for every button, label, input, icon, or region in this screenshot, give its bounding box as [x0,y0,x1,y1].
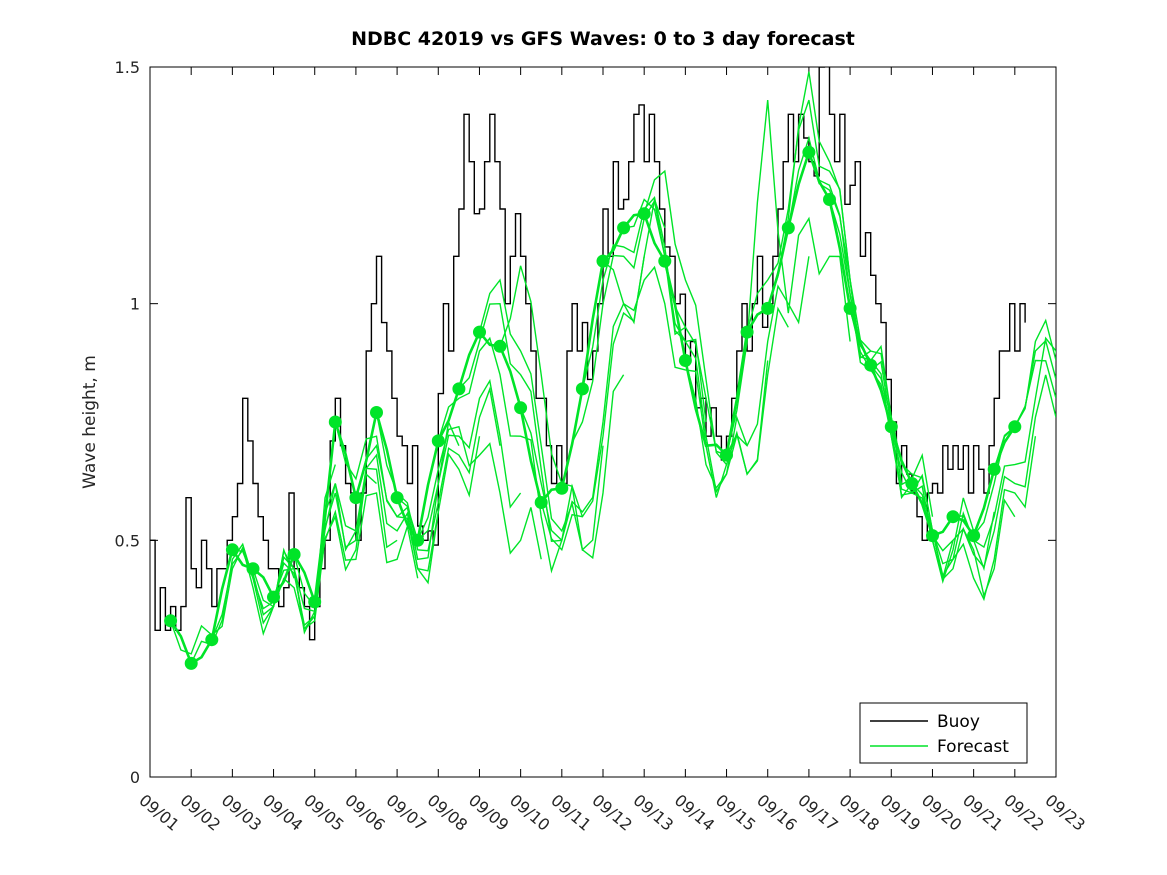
forecast-analysis-dot [720,448,733,462]
x-tick-label: 09/20 [918,791,966,835]
forecast-analysis-dot [617,221,631,235]
x-tick-label: 09/01 [135,791,183,835]
x-tick-label: 09/09 [465,791,513,835]
forecast-analysis-dot [349,491,363,505]
forecast-run-line [396,378,522,542]
y-tick-label: 0 [130,768,140,787]
forecast-run-line [252,472,377,631]
forecast-run-line [931,374,1056,569]
forecast-run-line [437,336,563,574]
x-tick-label: 09/04 [259,791,307,835]
forecast-analysis-dot [926,529,939,543]
legend: Buoy Forecast [859,702,1028,764]
x-tick-label: 09/13 [630,791,678,835]
forecast-analysis-dot [575,382,589,396]
x-tick-label: 09/17 [794,791,842,835]
forecast-analysis-dot [637,207,651,221]
forecast-run-line [870,364,995,578]
legend-box [859,702,1028,764]
x-tick-label: 09/23 [1041,791,1089,835]
y-tick-label: 1.5 [115,58,140,77]
x-tick-label: 09/10 [506,791,554,835]
forecast-analysis-dot [287,548,301,561]
forecast-run-line [808,151,934,517]
x-tick-label: 09/15 [712,791,760,835]
forecast-run-line [581,196,707,423]
chart-title: NDBC 42019 vs GFS Waves: 0 to 3 day fore… [351,28,855,50]
forecast-analysis-dot [411,533,425,547]
x-tick-label: 09/19 [877,791,925,835]
forecast-analysis-dot [452,382,466,396]
forecast-analysis-dot [658,254,672,268]
forecast-analysis-dot [1008,420,1022,434]
forecast-analysis-dot [184,656,198,670]
forecast-run-line [417,425,542,560]
forecast-analysis-dot [225,543,239,557]
forecast-analysis-dot [267,590,280,604]
buoy-line [150,67,1026,641]
forecast-run-line [561,199,686,489]
forecast-analysis-dot [987,462,1001,476]
x-tick-label: 09/05 [300,791,348,835]
forecast-analysis-dot [164,614,178,628]
forecast-analysis-dot [308,595,322,609]
x-tick-label: 09/03 [218,791,266,835]
forecast-analysis-dot [843,301,857,315]
forecast-analysis-dot [555,481,569,495]
x-tick-label: 09/02 [177,791,225,835]
forecast-analysis-line [169,148,1016,666]
forecast-analysis-dot [390,491,404,505]
forecast-analysis-dot [596,254,610,268]
forecast-analysis-dot [740,325,754,339]
forecast-analysis-dot [802,145,816,159]
forecast-analysis-dot [781,221,795,235]
forecast-analysis-dot [678,354,692,367]
y-tick-label: 1 [130,295,140,314]
forecast-analysis-dot [431,434,445,448]
forecast-analysis-dot [946,510,960,524]
forecast-analysis-dot [473,325,486,339]
forecast-run-line [355,436,481,572]
x-tick-label: 09/21 [959,791,1007,835]
forecast-run-line [1014,359,1056,428]
forecast-analysis-dot [967,529,981,543]
forecast-analysis-dot [864,358,878,372]
x-tick-label: 09/22 [1000,791,1048,835]
forecast-analysis-dot [514,401,528,415]
forecast-run-line [540,197,666,552]
forecast-analysis-dot [761,301,775,315]
forecast-run-line [272,467,398,613]
forecast-run-line [890,426,1016,599]
forecast-analysis-dot [328,415,342,429]
legend-buoy-label: Buoy [937,712,980,732]
x-tick-label: 09/06 [341,791,389,835]
y-tick-label: 0.5 [115,531,140,550]
forecast-analysis-dot [884,420,898,434]
x-tick-label: 09/18 [836,791,884,835]
x-tick-label: 09/07 [383,791,431,835]
forecast-analysis-dot [246,562,260,576]
forecast-run-line [725,100,851,456]
forecast-analysis-dot [493,339,507,353]
forecast-run-line [684,256,810,490]
forecast-analysis-dot [534,496,548,509]
forecast-analysis-dot [823,193,836,206]
x-tick-label: 09/12 [588,791,636,835]
forecast-analysis-dot [905,477,919,490]
x-tick-label: 09/14 [671,791,719,835]
x-tick-label: 09/16 [753,791,801,835]
legend-forecast-label: Forecast [937,737,1009,757]
forecast-analysis-dot [370,406,383,419]
y-axis-label: Wave height, m [80,355,100,489]
x-tick-label: 09/11 [547,791,595,835]
forecast-analysis-dot [205,633,219,647]
x-tick-label: 09/08 [424,791,472,835]
